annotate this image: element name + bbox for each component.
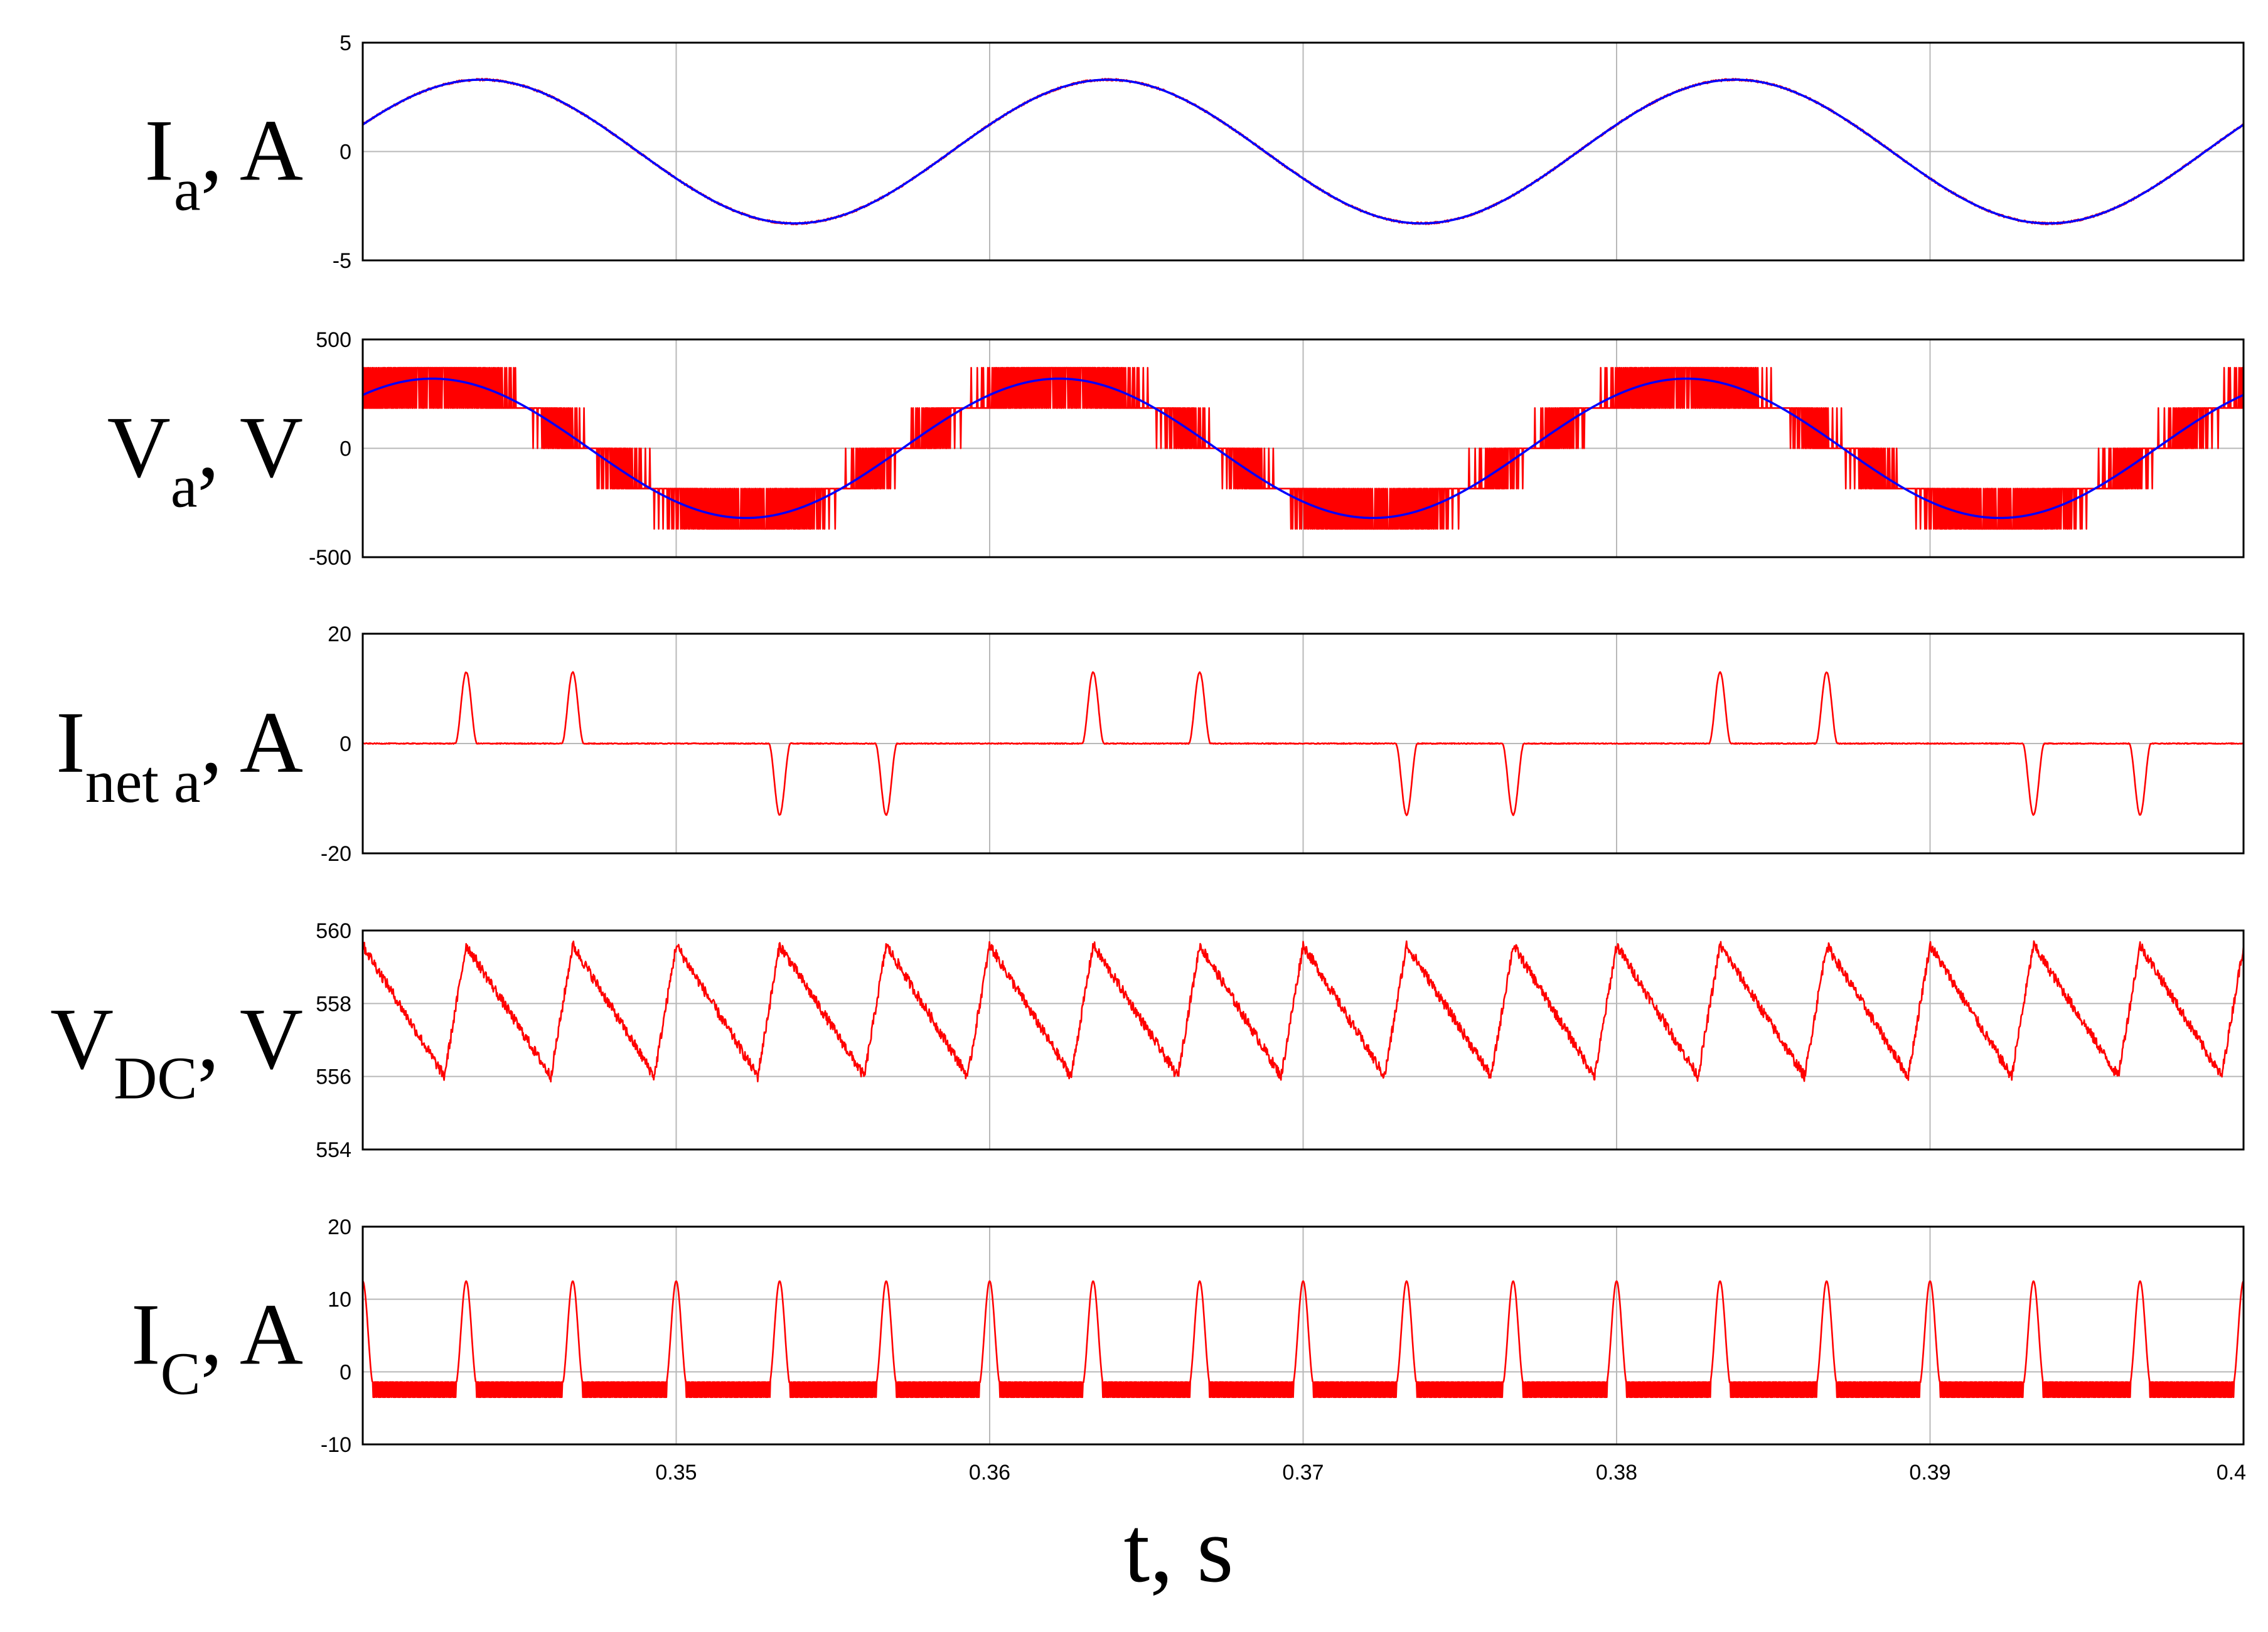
y-tick-label: 560 (316, 919, 351, 943)
y-axis-label-va: Va, V (107, 399, 303, 520)
y-label-subscript: C (161, 1340, 201, 1407)
y-tick-label: -10 (321, 1433, 351, 1457)
panel-va: 500 0 -500 Va, V (107, 328, 2245, 570)
y-tick-label: 500 (316, 328, 351, 352)
y-label-subscript: a (171, 453, 198, 520)
y-label-subscript: net a (85, 748, 201, 815)
gridlines (363, 43, 2244, 260)
plot-frame (361, 41, 2245, 262)
gridlines (363, 931, 2244, 1149)
y-label-main: V (107, 399, 171, 496)
panel-vdc: 560 558 556 554 VDC, V (50, 919, 2245, 1162)
x-axis-label: t, s (1123, 1498, 1233, 1602)
plot-frame (361, 632, 2245, 855)
y-tick-label: 20 (328, 622, 351, 646)
y-tick-label: 0 (340, 1360, 351, 1384)
series-line-ic-0 (362, 1280, 2244, 1399)
y-tick-label: 20 (328, 1215, 351, 1239)
y-tick-label: 0 (340, 141, 351, 164)
y-tick-label: -20 (321, 842, 351, 866)
y-label-subscript: DC (114, 1045, 197, 1112)
x-tick-label: 0.36 (969, 1461, 1010, 1485)
plot-frame (361, 338, 2245, 558)
x-tick-label: 0.38 (1596, 1461, 1637, 1485)
y-tick-label: -5 (333, 249, 351, 273)
y-tick-label: 0 (340, 732, 351, 756)
y-tick-label: 554 (316, 1138, 351, 1162)
series-line-vdc-0 (361, 940, 2245, 1083)
x-tick-label: 0.37 (1282, 1461, 1324, 1485)
plot-frame (361, 929, 2245, 1151)
plot-frame (361, 1225, 2245, 1446)
y-label-unit: , A (201, 102, 303, 200)
y-tick-label: 5 (340, 31, 351, 55)
y-tick-label: 558 (316, 992, 351, 1016)
y-axis-label-vdc: VDC, V (50, 991, 303, 1112)
y-tick-label: 556 (316, 1065, 351, 1089)
x-tick-label: 0.35 (655, 1461, 697, 1485)
x-tick-labels: 0.35 0.36 0.37 0.38 0.39 0.4 (655, 1461, 2246, 1485)
y-tick-label: -500 (309, 546, 351, 570)
y-label-unit: , V (197, 399, 303, 496)
y-axis-label-ia: Ia, A (144, 102, 303, 223)
panel-ic: 20 10 0 -10 IC, A (131, 1215, 2245, 1457)
series-line-va-0 (361, 366, 2245, 530)
gridlines (363, 1227, 2244, 1444)
y-label-main: I (131, 1286, 161, 1384)
y-label-main: I (144, 102, 174, 200)
y-label-unit: , V (197, 991, 303, 1088)
y-label-main: I (56, 694, 85, 791)
x-tick-label: 0.4 (2217, 1461, 2246, 1485)
y-label-main: V (50, 991, 114, 1088)
y-tick-label: 10 (328, 1288, 351, 1312)
y-label-unit: , A (201, 1286, 303, 1384)
y-axis-label-ineta: Inet a, A (56, 694, 303, 815)
series-line-ia-1 (362, 78, 2244, 225)
y-label-subscript: a (174, 156, 201, 223)
y-label-unit: , A (201, 694, 303, 791)
panel-ia: 5 0 -5 Ia, A (144, 31, 2245, 273)
y-tick-label: 0 (340, 437, 351, 461)
y-axis-label-ic: IC, A (131, 1286, 303, 1407)
series-line-va-1 (362, 377, 2244, 520)
x-tick-label: 0.39 (1909, 1461, 1950, 1485)
panel-ineta: 20 0 -20 Inet a, A (56, 622, 2245, 866)
series-line-ineta-0 (362, 671, 2244, 816)
